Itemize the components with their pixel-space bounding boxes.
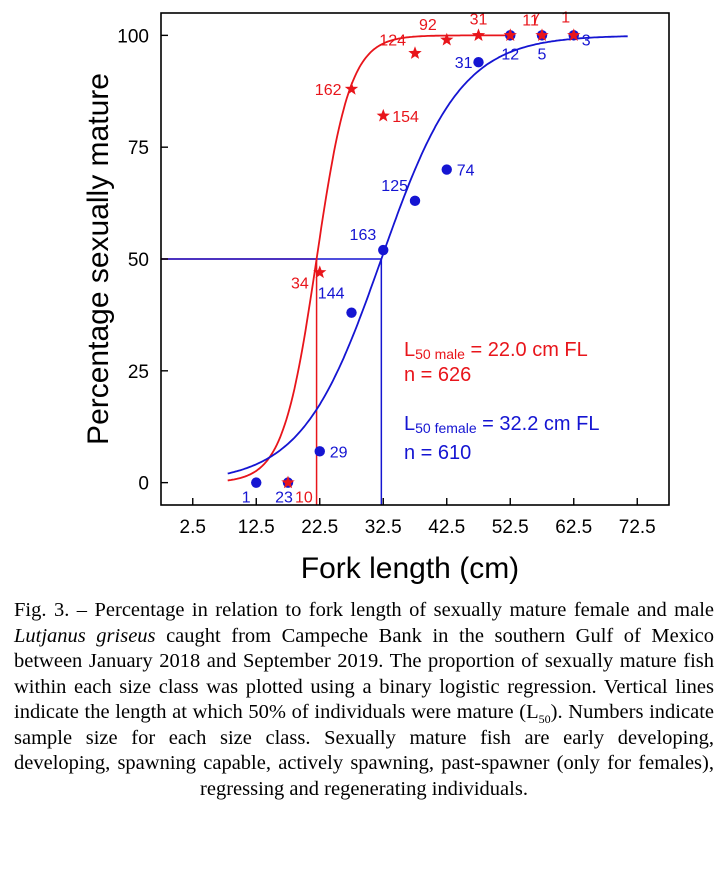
female-sample-size-label: 29 bbox=[330, 444, 348, 461]
female-sample-size-label: 163 bbox=[350, 227, 377, 244]
female-sample-size-label: 5 bbox=[538, 46, 547, 63]
male-point bbox=[313, 265, 327, 279]
x-tick-label: 2.5 bbox=[180, 517, 206, 538]
female-sample-size-label: 144 bbox=[318, 286, 345, 303]
male-n-annotation: n = 626 bbox=[404, 364, 471, 386]
male-point bbox=[408, 46, 422, 59]
male-l50-l: L bbox=[404, 339, 415, 361]
x-tick-label: 62.5 bbox=[555, 517, 592, 538]
male-point bbox=[281, 475, 295, 489]
x-axis-title: Fork length (cm) bbox=[301, 552, 519, 585]
male-sample-size-label: 34 bbox=[291, 275, 309, 292]
x-axis-ticks: 2.5 12.5 22.5 32.5 42.5 52.5 62.5 72.5 bbox=[180, 498, 656, 538]
male-sample-size-label: 154 bbox=[392, 109, 419, 126]
female-sample-size-label: 31 bbox=[455, 55, 473, 72]
male-point bbox=[440, 32, 454, 46]
male-point bbox=[567, 28, 581, 41]
male-l50-line bbox=[161, 258, 318, 505]
y-axis-title: Percentage sexually mature bbox=[82, 73, 115, 445]
male-sample-size-label: 92 bbox=[419, 17, 437, 34]
data-points bbox=[251, 28, 581, 489]
female-point bbox=[409, 195, 421, 207]
caption-middle: caught from Campeche Bank in the souther… bbox=[14, 624, 714, 724]
x-tick-label: 72.5 bbox=[619, 517, 656, 538]
male-sample-size-label: 10 bbox=[295, 490, 313, 507]
y-axis-ticks: 0 25 50 75 100 bbox=[117, 26, 168, 495]
figure-caption: Fig. 3. – Percentage in relation to fork… bbox=[14, 598, 714, 802]
female-point bbox=[441, 164, 452, 175]
caption-species: Lutjanus griseus bbox=[14, 624, 156, 647]
x-tick-label: 22.5 bbox=[301, 517, 338, 538]
y-tick-label: 0 bbox=[138, 474, 149, 495]
l50-reference-lines bbox=[161, 258, 383, 505]
y-tick-label: 25 bbox=[128, 362, 149, 383]
y-tick-label: 100 bbox=[117, 26, 149, 47]
male-point bbox=[471, 28, 486, 41]
x-tick-label: 52.5 bbox=[492, 517, 529, 538]
female-l50-annotation: L50 female = 32.2 cm FL bbox=[404, 413, 599, 436]
x-tick-label: 32.5 bbox=[365, 517, 402, 538]
caption-prefix: Fig. 3. – Percentage in relation to fork… bbox=[14, 599, 714, 621]
female-point bbox=[473, 57, 484, 68]
female-l50-value: = 32.2 cm FL bbox=[477, 413, 600, 435]
female-l50-sub: 50 female bbox=[415, 420, 477, 436]
male-sample-size-label: 162 bbox=[315, 82, 342, 99]
male-logistic-curve bbox=[227, 34, 508, 482]
female-sample-size-label: 1 bbox=[242, 490, 251, 507]
male-sample-size-label: 124 bbox=[379, 32, 406, 49]
male-l50-annotation: L50 male = 22.0 cm FL bbox=[404, 339, 588, 362]
logistic-curves bbox=[227, 34, 628, 482]
male-sample-size-label: 1 bbox=[561, 9, 570, 26]
female-sample-size-label: 125 bbox=[381, 178, 408, 195]
male-point bbox=[535, 28, 549, 41]
caption-suffix: ). Numbers indicate sample size for each… bbox=[14, 701, 714, 800]
male-point bbox=[344, 82, 359, 95]
male-point bbox=[503, 28, 517, 41]
female-sample-size-label: 3 bbox=[582, 32, 591, 49]
female-point bbox=[346, 307, 357, 318]
female-sample-size-label: 12 bbox=[501, 46, 519, 63]
y-tick-label: 50 bbox=[128, 250, 149, 271]
female-n-annotation: n = 610 bbox=[404, 442, 471, 464]
female-sample-size-label: 74 bbox=[457, 163, 475, 180]
male-point bbox=[376, 108, 390, 122]
x-tick-label: 12.5 bbox=[238, 517, 275, 538]
caption-subscript: 50 bbox=[538, 712, 551, 727]
y-tick-label: 75 bbox=[128, 138, 149, 159]
female-l50-line bbox=[161, 258, 383, 505]
male-l50-value: = 22.0 cm FL bbox=[465, 339, 588, 361]
male-sample-size-label: 11 bbox=[522, 12, 539, 29]
male-sample-size-label: 31 bbox=[470, 11, 488, 28]
male-sample-size-label: 7 bbox=[532, 10, 541, 27]
x-tick-label: 42.5 bbox=[428, 517, 465, 538]
female-logistic-curve bbox=[227, 35, 628, 475]
female-l50-l: L bbox=[404, 413, 415, 435]
female-point bbox=[314, 446, 325, 457]
female-point bbox=[251, 477, 262, 488]
female-point bbox=[378, 244, 389, 256]
female-sample-size-label: 23 bbox=[275, 490, 293, 507]
male-l50-sub: 50 male bbox=[415, 346, 465, 362]
